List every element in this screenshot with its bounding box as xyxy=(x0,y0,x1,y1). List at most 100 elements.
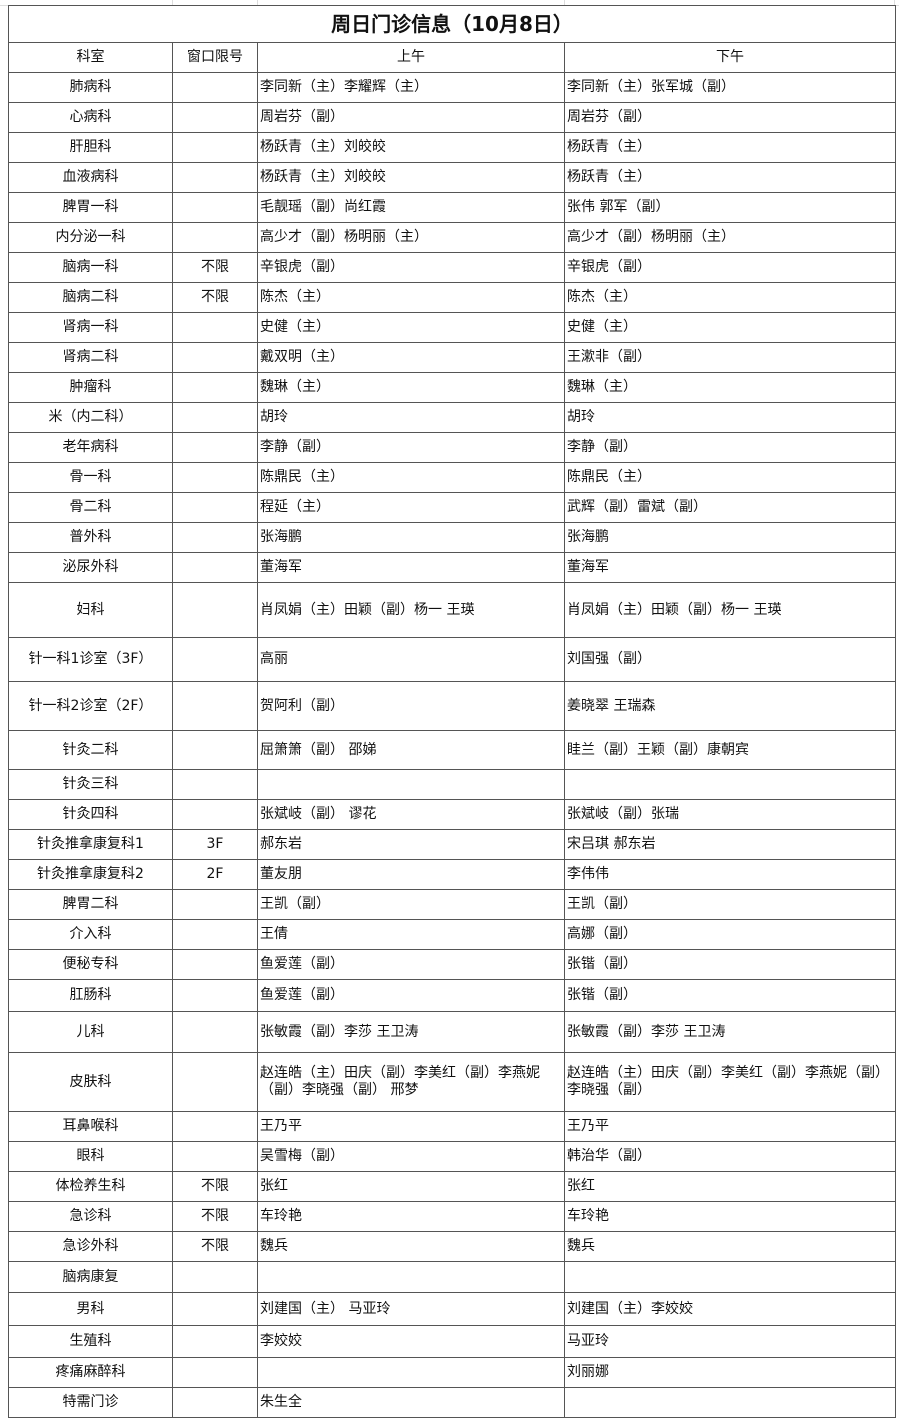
department-cell: 针灸四科 xyxy=(8,799,173,830)
window-limit-cell xyxy=(172,769,258,800)
morning-cell: 李姣姣 xyxy=(257,1325,565,1358)
table-row: 体检养生科 不限 张红 张红 xyxy=(8,1171,896,1202)
window-limit-cell xyxy=(172,1292,258,1326)
table-row: 肾病一科 史健（主） 史健（主） xyxy=(8,312,896,343)
window-limit-cell xyxy=(172,132,258,163)
morning-cell: 王乃平 xyxy=(257,1111,565,1142)
morning-cell: 辛银虎（副） xyxy=(257,252,565,283)
afternoon-cell: 陈鼎民（主） xyxy=(564,462,896,493)
title-row: 周日门诊信息（10月8日） xyxy=(8,5,896,43)
afternoon-cell: 张海鹏 xyxy=(564,522,896,553)
afternoon-cell: 宋吕琪 郝东岩 xyxy=(564,829,896,860)
afternoon-cell: 李伟伟 xyxy=(564,859,896,890)
afternoon-cell: 胡玲 xyxy=(564,402,896,433)
department-cell: 急诊科 xyxy=(8,1201,173,1232)
department-cell: 内分泌一科 xyxy=(8,222,173,253)
department-cell: 脾胃二科 xyxy=(8,889,173,920)
afternoon-cell: 高娜（副） xyxy=(564,919,896,950)
window-limit-cell xyxy=(172,342,258,373)
morning-cell: 陈鼎民（主） xyxy=(257,462,565,493)
department-cell: 米（内二科） xyxy=(8,402,173,433)
window-limit-cell xyxy=(172,1325,258,1358)
table-row: 针一科2诊室（2F） 贺阿利（副） 姜晓翠 王瑞森 xyxy=(8,681,896,731)
window-limit-cell: 不限 xyxy=(172,282,258,313)
schedule-table: 周日门诊信息（10月8日） 科室 窗口限号 上午 下午 肺病科 李同新（主）李耀辉（主）… xyxy=(8,5,896,1418)
afternoon-cell: 张锴（副） xyxy=(564,979,896,1012)
window-limit-cell: 3F xyxy=(172,829,258,860)
afternoon-cell: 赵连皓（主）田庆（副）李美红（副）李燕妮（副）李晓强（副） xyxy=(564,1052,896,1112)
morning-cell: 周岩芬（副） xyxy=(257,102,565,133)
afternoon-cell: 董海军 xyxy=(564,552,896,583)
department-cell: 骨一科 xyxy=(8,462,173,493)
window-limit-cell xyxy=(172,637,258,682)
morning-cell: 戴双明（主） xyxy=(257,342,565,373)
department-cell: 针一科2诊室（2F） xyxy=(8,681,173,731)
table-row: 妇科 肖凤娟（主）田颖（副）杨一 王瑛 肖凤娟（主）田颖（副）杨一 王瑛 xyxy=(8,582,896,638)
department-cell: 血液病科 xyxy=(8,162,173,193)
window-limit-cell xyxy=(172,979,258,1012)
table-row: 针灸三科 xyxy=(8,769,896,800)
table-row: 针灸推拿康复科1 3F 郝东岩 宋吕琪 郝东岩 xyxy=(8,829,896,860)
afternoon-cell: 王漱非（副） xyxy=(564,342,896,373)
afternoon-cell: 魏兵 xyxy=(564,1231,896,1262)
table-row: 肿瘤科 魏琳（主） 魏琳（主） xyxy=(8,372,896,403)
morning-cell: 魏兵 xyxy=(257,1231,565,1262)
morning-cell: 屈箫箫（副） 邵娣 xyxy=(257,730,565,770)
table-row: 米（内二科） 胡玲 胡玲 xyxy=(8,402,896,433)
morning-cell: 程延（主） xyxy=(257,492,565,523)
morning-cell: 杨跃青（主）刘皎皎 xyxy=(257,132,565,163)
window-limit-cell: 不限 xyxy=(172,252,258,283)
table-row: 脾胃二科 王凯（副） 王凯（副） xyxy=(8,889,896,920)
department-cell: 骨二科 xyxy=(8,492,173,523)
window-limit-cell xyxy=(172,432,258,463)
window-limit-cell xyxy=(172,492,258,523)
afternoon-cell: 张红 xyxy=(564,1171,896,1202)
morning-cell: 董友朋 xyxy=(257,859,565,890)
afternoon-cell: 杨跃青（主） xyxy=(564,162,896,193)
table-row: 肝胆科 杨跃青（主）刘皎皎 杨跃青（主） xyxy=(8,132,896,163)
window-limit-cell xyxy=(172,919,258,950)
afternoon-cell: 武辉（副）雷斌（副） xyxy=(564,492,896,523)
department-cell: 介入科 xyxy=(8,919,173,950)
afternoon-cell: 姜晓翠 王瑞森 xyxy=(564,681,896,731)
afternoon-cell: 史健（主） xyxy=(564,312,896,343)
table-row: 急诊科 不限 车玲艳 车玲艳 xyxy=(8,1201,896,1232)
department-cell: 皮肤科 xyxy=(8,1052,173,1112)
window-limit-cell xyxy=(172,1261,258,1293)
morning-cell xyxy=(257,1357,565,1388)
morning-cell: 张红 xyxy=(257,1171,565,1202)
afternoon-cell: 王乃平 xyxy=(564,1111,896,1142)
table-row: 针灸四科 张斌岐（副） 谬花 张斌岐（副）张瑞 xyxy=(8,799,896,830)
table-row: 肾病二科 戴双明（主） 王漱非（副） xyxy=(8,342,896,373)
morning-cell: 郝东岩 xyxy=(257,829,565,860)
table-row: 生殖科 李姣姣 马亚玲 xyxy=(8,1325,896,1358)
afternoon-cell: 辛银虎（副） xyxy=(564,252,896,283)
afternoon-cell: 张斌岐（副）张瑞 xyxy=(564,799,896,830)
window-limit-cell xyxy=(172,372,258,403)
morning-cell: 王凯（副） xyxy=(257,889,565,920)
morning-cell: 张海鹏 xyxy=(257,522,565,553)
department-cell: 生殖科 xyxy=(8,1325,173,1358)
table-row: 耳鼻喉科 王乃平 王乃平 xyxy=(8,1111,896,1142)
afternoon-cell: 张敏霞（副）李莎 王卫涛 xyxy=(564,1011,896,1053)
morning-cell: 魏琳（主） xyxy=(257,372,565,403)
morning-cell: 鱼爱莲（副） xyxy=(257,979,565,1012)
department-cell: 眼科 xyxy=(8,1141,173,1172)
table-row: 儿科 张敏霞（副）李莎 王卫涛 张敏霞（副）李莎 王卫涛 xyxy=(8,1011,896,1053)
department-cell: 脑病二科 xyxy=(8,282,173,313)
window-limit-cell xyxy=(172,312,258,343)
morning-cell: 高少才（副）杨明丽（主） xyxy=(257,222,565,253)
afternoon-cell: 车玲艳 xyxy=(564,1201,896,1232)
department-cell: 肿瘤科 xyxy=(8,372,173,403)
department-cell: 耳鼻喉科 xyxy=(8,1111,173,1142)
afternoon-cell: 刘建国（主）李姣姣 xyxy=(564,1292,896,1326)
department-cell: 针一科1诊室（3F） xyxy=(8,637,173,682)
table-row: 肺病科 李同新（主）李耀辉（主） 李同新（主）张军城（副） xyxy=(8,72,896,103)
morning-cell: 陈杰（主） xyxy=(257,282,565,313)
table-row: 便秘专科 鱼爱莲（副） 张锴（副） xyxy=(8,949,896,980)
table-row: 心病科 周岩芬（副） 周岩芬（副） xyxy=(8,102,896,133)
morning-cell: 李静（副） xyxy=(257,432,565,463)
column-header: 下午 xyxy=(564,42,896,73)
window-limit-cell: 不限 xyxy=(172,1171,258,1202)
